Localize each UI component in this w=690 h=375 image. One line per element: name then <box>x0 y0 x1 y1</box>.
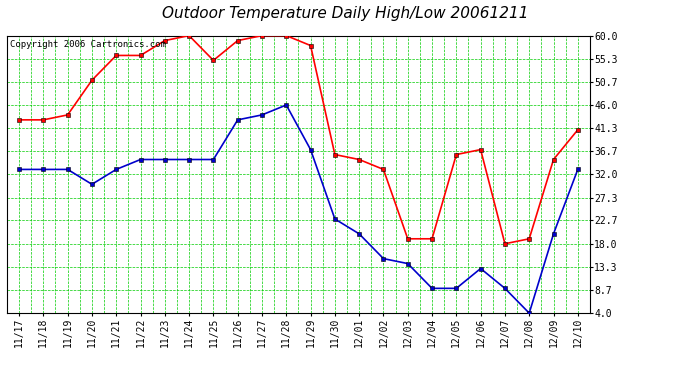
Text: Copyright 2006 Cartronics.com: Copyright 2006 Cartronics.com <box>10 40 166 49</box>
Text: Outdoor Temperature Daily High/Low 20061211: Outdoor Temperature Daily High/Low 20061… <box>161 6 529 21</box>
